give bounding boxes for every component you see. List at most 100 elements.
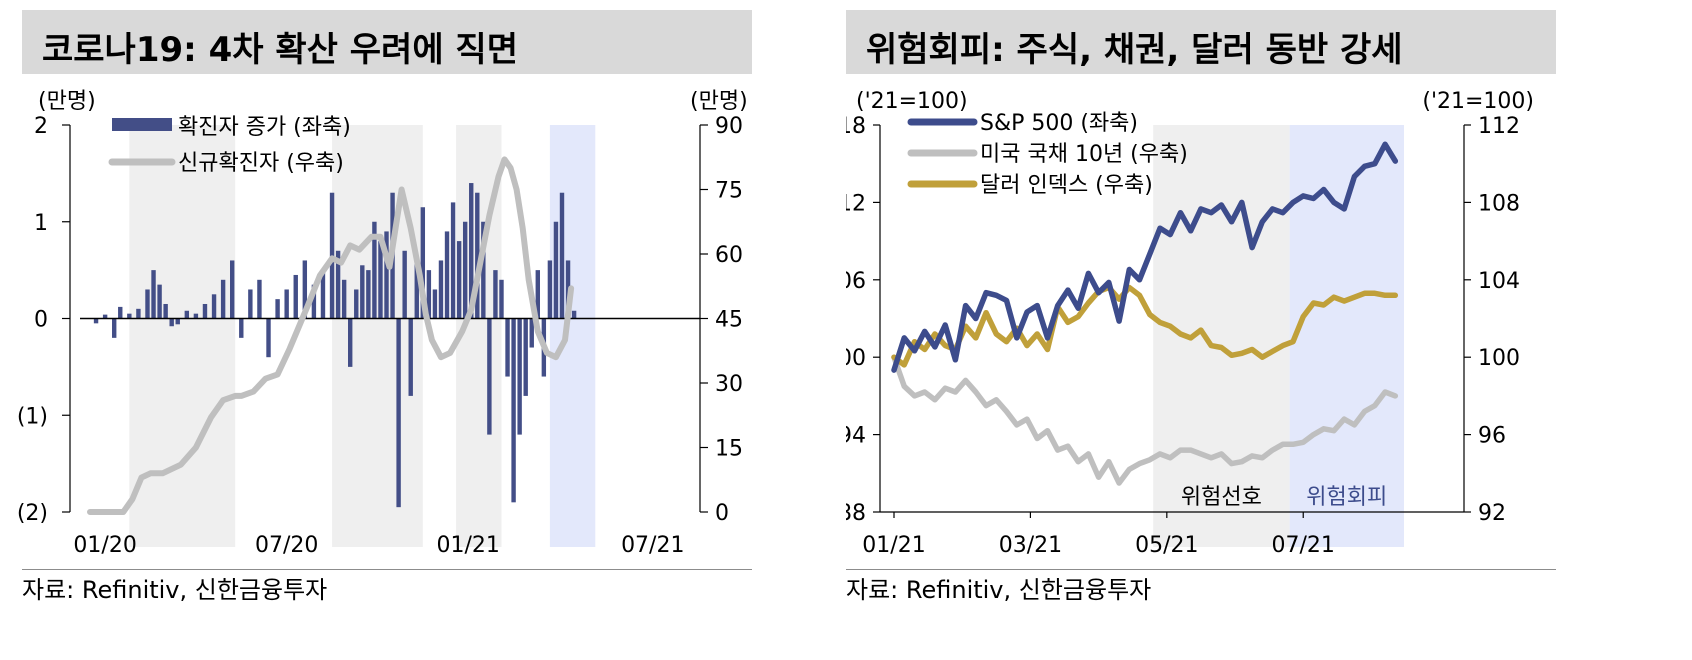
bar — [571, 310, 577, 319]
bar — [248, 289, 253, 319]
x-tick-label: 01/21 — [862, 533, 925, 558]
y-left-tick-label: (1) — [17, 404, 48, 429]
legend-label: S&P 500 (좌축) — [980, 111, 1138, 136]
legend-line-label: 신규확진자 (우축) — [178, 151, 344, 176]
shade-label-risk-off: 위험회피 — [1306, 485, 1387, 510]
x-tick-label: 07/21 — [621, 533, 684, 558]
right-panel: 위험회피: 주식, 채권, 달러 동반 강세 11811210610094881… — [846, 0, 1692, 660]
line-new-cases — [87, 156, 575, 515]
bar — [311, 284, 317, 319]
bar — [211, 294, 217, 319]
bar — [118, 306, 123, 319]
x-tick-label: 07/20 — [255, 533, 318, 558]
y-right-tick-label: 75 — [715, 179, 743, 204]
bar — [354, 289, 359, 319]
bar — [450, 202, 456, 319]
shaded-period — [332, 125, 423, 547]
legend-label: 달러 인덱스 (우축) — [980, 173, 1153, 198]
bar — [202, 303, 208, 319]
y-right-tick-label: 0 — [715, 501, 729, 526]
bar — [230, 260, 235, 319]
bar — [384, 231, 389, 319]
bar — [438, 260, 444, 319]
bar — [493, 270, 498, 319]
y-left-tick-label: 100 — [846, 346, 866, 371]
bar — [547, 260, 553, 319]
bar — [169, 318, 174, 327]
shaded-period-risk-off — [1289, 125, 1404, 547]
y-left-tick-label: 112 — [846, 191, 866, 216]
bar — [481, 221, 486, 319]
legend-bar-label: 확진자 증가 (좌축) — [178, 115, 351, 140]
bar — [535, 270, 540, 319]
bar — [523, 318, 528, 396]
bar — [335, 250, 341, 319]
bar — [293, 274, 298, 319]
y-left-tick-label: 94 — [846, 424, 866, 449]
y-left-tick-label: (2) — [17, 501, 48, 526]
line-sp500 — [891, 141, 1399, 373]
y-right-unit: ('21=100) — [1422, 89, 1534, 114]
bar — [432, 289, 438, 319]
y-right-tick-label: 90 — [715, 114, 743, 139]
bar — [184, 310, 190, 319]
y-right-tick-label: 30 — [715, 372, 743, 397]
right-source-divider — [846, 569, 1556, 570]
y-right-tick-label: 112 — [1478, 114, 1520, 139]
bar — [408, 318, 413, 396]
bar — [302, 260, 308, 319]
bar — [559, 192, 565, 319]
bar — [378, 241, 383, 319]
y-right-tick-label: 104 — [1478, 269, 1520, 294]
bar — [553, 221, 559, 319]
y-right-tick-label: 15 — [715, 437, 743, 462]
bar — [127, 313, 132, 319]
right-chart-title: 위험회피: 주식, 채권, 달러 동반 강세 — [866, 30, 1403, 70]
bar — [257, 279, 262, 319]
y-left-tick-label: 2 — [34, 114, 48, 139]
bar — [402, 250, 407, 319]
y-left-tick-label: 118 — [846, 114, 866, 139]
line-dollar-index — [891, 284, 1399, 368]
bar — [372, 221, 377, 319]
bar — [469, 183, 474, 319]
bar — [396, 318, 401, 508]
bar — [93, 318, 99, 324]
left-source: 자료: Refinitiv, 신한금융투자 — [22, 576, 328, 604]
x-tick-label: 03/21 — [999, 533, 1062, 558]
bar — [157, 284, 162, 319]
bar — [102, 314, 108, 319]
bar — [239, 318, 244, 338]
right-source: 자료: Refinitiv, 신한금융투자 — [846, 576, 1152, 604]
bar — [529, 318, 534, 348]
y-left-tick-label: 88 — [846, 501, 866, 526]
shade-label-risk-on: 위험선호 — [1181, 485, 1262, 510]
shaded-period-current — [549, 125, 596, 547]
x-tick-label: 05/21 — [1135, 533, 1198, 558]
shaded-period-risk-on — [1153, 125, 1290, 547]
bar — [426, 270, 432, 319]
left-panel: 코로나19: 4차 확산 우려에 직면 2 1 0 (1) (2) 90 75 60 45 30 1… — [17, 10, 752, 604]
bar — [414, 260, 419, 319]
y-right-tick-label: 100 — [1478, 346, 1520, 371]
y-left-tick-label: 0 — [34, 308, 48, 333]
x-tick-label: 01/20 — [73, 533, 136, 558]
shaded-period — [129, 125, 236, 547]
bar — [175, 318, 180, 325]
y-left-tick-label: 1 — [34, 211, 48, 236]
bar — [420, 207, 426, 319]
left-chart-title: 코로나19: 4차 확산 우려에 직면 — [42, 30, 518, 70]
y-right-tick-label: 60 — [715, 243, 743, 268]
left-chart: 2 1 0 (1) (2) 90 75 60 45 30 15 0 01/20 07/20 01/21 07/… — [17, 89, 748, 558]
bar — [145, 289, 150, 319]
bar — [366, 270, 371, 319]
right-title-bar: 위험회피: 주식, 채권, 달러 동반 강세 — [846, 10, 1556, 74]
bar — [511, 318, 516, 503]
y-right-tick-label: 96 — [1478, 424, 1506, 449]
bar — [348, 318, 353, 367]
bar — [320, 270, 326, 319]
bar — [112, 318, 117, 338]
x-tick-label: 01/21 — [437, 533, 500, 558]
bar — [151, 270, 156, 319]
bar — [462, 221, 468, 319]
